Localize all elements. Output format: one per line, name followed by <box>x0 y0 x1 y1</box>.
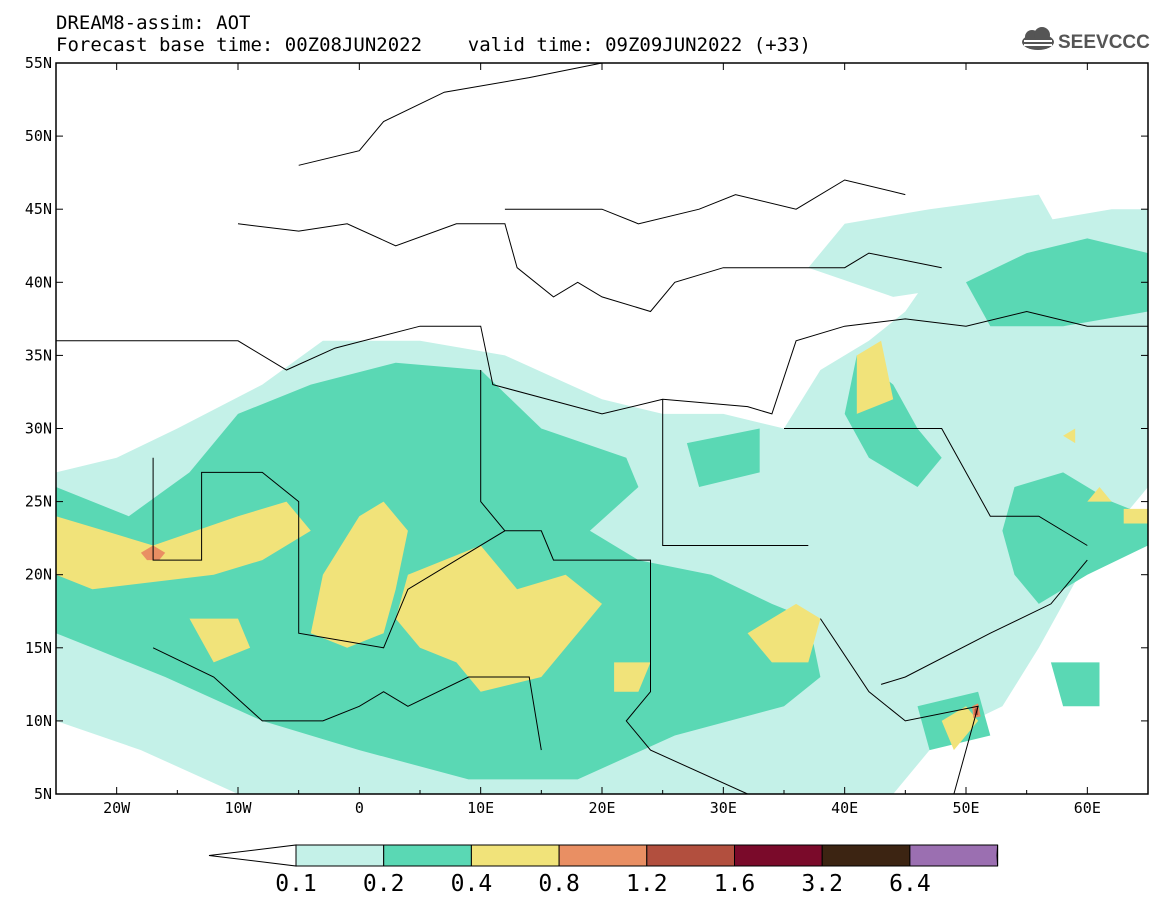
aot-fields <box>56 194 1148 794</box>
border-line-1 <box>237 223 942 313</box>
aot-area-level-3-2 <box>395 545 602 692</box>
y-tick-label: 25N <box>25 493 52 511</box>
aot-area-level-3-5 <box>747 603 821 663</box>
aot-area-level-3-9 <box>1087 487 1112 502</box>
x-tick-label: 10W <box>224 799 252 817</box>
aot-area-level-3-6 <box>856 340 894 414</box>
x-tick-label: 0 <box>355 799 364 817</box>
y-tick-label: 45N <box>25 200 52 218</box>
border-line-6 <box>662 399 809 546</box>
x-tick-label: 20E <box>588 799 615 817</box>
y-tick-label: 30N <box>25 420 52 438</box>
border-line-9 <box>819 618 979 794</box>
colorbar-box <box>821 844 911 867</box>
y-tick-label: 20N <box>25 566 52 584</box>
border-line-5 <box>480 370 506 532</box>
aot-area-level-3-3 <box>189 618 251 663</box>
y-tick-label: 10N <box>25 712 52 730</box>
colorbar-box <box>295 844 385 867</box>
border-line-4 <box>152 457 748 794</box>
border-line-3 <box>504 179 906 225</box>
colorbar-label: 1.2 <box>626 871 668 897</box>
colorbar-box <box>383 844 472 867</box>
x-tick-label: 50E <box>952 799 979 817</box>
colorbar-box <box>646 844 735 867</box>
border-line-10 <box>152 647 542 751</box>
border-line-8 <box>880 559 1088 685</box>
aot-area-level-2-4 <box>966 238 1148 327</box>
colorbar-box <box>470 844 560 867</box>
y-tick-label: 40N <box>25 273 52 291</box>
colorbar-label: 0.1 <box>275 871 317 897</box>
colorbar-label: 0.8 <box>538 871 580 897</box>
colorbar-box <box>734 844 823 867</box>
aot-area-level-3-10 <box>1123 508 1148 524</box>
aot-area-level-3-7 <box>941 706 979 751</box>
aot-area-level-3-0 <box>56 501 311 590</box>
seevccc-logo: SEEVCCC <box>1022 27 1150 53</box>
colorbar-label: 0.2 <box>363 871 405 897</box>
aot-area-level-2-5 <box>1050 662 1100 707</box>
border-line-2 <box>298 63 603 166</box>
x-tick-label: 30E <box>710 799 737 817</box>
colorbar-label: 6.4 <box>889 871 931 897</box>
y-axis: 55N 50N 45N 40N 35N 30N 25N 20N 15N 10N 5N <box>25 54 1148 803</box>
aot-area-level-3-1 <box>310 501 408 648</box>
colorbar-box <box>909 844 999 867</box>
border-line-7 <box>784 428 1088 546</box>
border-line-0 <box>56 310 1148 415</box>
y-tick-label: 35N <box>25 346 52 364</box>
country-borders <box>56 63 1148 794</box>
x-tick-label: 40E <box>831 799 858 817</box>
aot-area-level-2-1 <box>686 428 760 487</box>
colorbar: 0.1 0.2 0.4 0.8 1.2 1.6 3.2 6.4 <box>208 844 999 897</box>
colorbar-high-arrow <box>996 844 999 867</box>
colorbar-box <box>558 844 648 867</box>
chart-title: DREAM8-assim: AOT <box>56 12 251 34</box>
colorbar-label: 1.6 <box>714 871 756 897</box>
x-axis: 20W 10W 0 10E 20E 30E 40E 50E 60E <box>55 63 1149 817</box>
y-tick-label: 50N <box>25 127 52 145</box>
y-tick-label: 15N <box>25 639 52 657</box>
colorbar-label: 0.4 <box>451 871 493 897</box>
y-tick-label: 55N <box>25 54 52 72</box>
aot-area-level-3-4 <box>614 662 651 692</box>
x-tick-label: 20W <box>103 799 131 817</box>
svg-text:SEEVCCC: SEEVCCC <box>1058 32 1150 53</box>
x-tick-label: 60E <box>1074 799 1101 817</box>
chart-subtitle: Forecast base time: 00Z08JUN2022 valid t… <box>56 34 811 56</box>
aot-area-level-3-8 <box>1063 428 1076 444</box>
y-tick-label: 5N <box>34 785 52 803</box>
colorbar-low-arrow <box>208 844 297 867</box>
colorbar-label: 3.2 <box>801 871 843 897</box>
x-tick-label: 10E <box>467 799 494 817</box>
